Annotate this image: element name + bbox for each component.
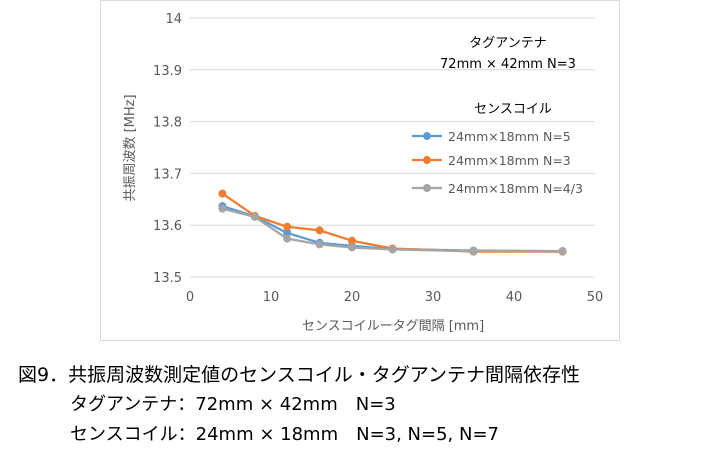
y-tick-label: 13.8 xyxy=(153,116,182,131)
data-point xyxy=(218,189,227,198)
x-tick-label: 10 xyxy=(263,290,280,305)
legend-label: 24mm×18mm N=3 xyxy=(448,153,571,168)
legend-item: 24mm×18mm N=5 xyxy=(412,129,571,144)
legend-title: センスコイル xyxy=(474,102,552,117)
y-tick-labels: 13.5 13.6 13.7 13.8 13.9 14 xyxy=(153,12,182,286)
legend-swatch-marker xyxy=(423,132,431,140)
series-line xyxy=(222,207,563,253)
caption-sense-coil: センスコイル：24mm × 18mm N=3, N=5, N=7 xyxy=(70,424,499,445)
data-point xyxy=(283,228,292,237)
legend-swatch-marker xyxy=(423,156,431,164)
chart-frame xyxy=(100,0,620,341)
data-point xyxy=(283,222,292,231)
data-point xyxy=(250,212,259,221)
legend-label: 24mm×18mm N=5 xyxy=(448,129,571,144)
series-line xyxy=(221,192,563,253)
y-tick-label: 13.7 xyxy=(153,167,182,182)
annotation-subtitle: 72mm × 42mm N=3 xyxy=(440,57,576,72)
legend: 24mm×18mm N=5 24mm×18mm N=3 24mm×18mm N=4/… xyxy=(412,129,583,196)
legend-swatch-marker xyxy=(423,184,431,192)
x-tick-label: 50 xyxy=(587,290,604,305)
legend-label: 24mm×18mm N=4/3 xyxy=(448,181,583,196)
x-tick-label: 40 xyxy=(506,290,523,305)
annotation-title: タグアンテナ xyxy=(469,36,546,51)
series-3 xyxy=(218,204,567,256)
legend-item: 24mm×18mm N=4/3 xyxy=(412,181,583,196)
data-point xyxy=(315,226,324,235)
data-point xyxy=(348,243,356,252)
y-tick-label: 13.5 xyxy=(153,271,182,286)
data-point xyxy=(388,245,397,254)
x-tick-label: 0 xyxy=(186,290,194,305)
x-tick-labels: 0 10 20 30 40 50 xyxy=(186,290,603,305)
data-point xyxy=(315,240,324,249)
y-tick-label: 14 xyxy=(165,12,182,27)
caption-title: 図9．共振周波数測定値のセンスコイル・タグアンテナ間隔依存性 xyxy=(18,364,580,386)
data-point xyxy=(469,247,478,256)
data-point xyxy=(348,236,356,245)
resonance-frequency-chart: 13.5 13.6 13.7 13.8 13.9 14 0 10 20 30 40 50 共振周波数… xyxy=(123,12,603,334)
data-point xyxy=(218,204,227,213)
x-tick-label: 20 xyxy=(344,290,361,305)
y-tick-label: 13.9 xyxy=(153,64,182,79)
x-tick-label: 30 xyxy=(425,290,442,305)
caption-tag-antenna: タグアンテナ：72mm × 42mm N=3 xyxy=(70,394,396,415)
data-point xyxy=(558,247,567,256)
x-axis-title: センスコイルータグ間隔 [mm] xyxy=(302,319,484,334)
figure-caption: 図9．共振周波数測定値のセンスコイル・タグアンテナ間隔依存性 タグアンテナ：72… xyxy=(18,360,718,450)
y-tick-label: 13.6 xyxy=(153,219,182,234)
y-axis-title: 共振周波数 [MHz] xyxy=(123,94,138,201)
data-series xyxy=(218,189,567,256)
legend-item: 24mm×18mm N=3 xyxy=(412,153,571,168)
data-point xyxy=(283,234,292,243)
